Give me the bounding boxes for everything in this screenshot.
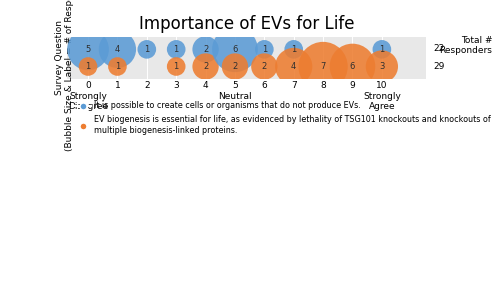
Text: 2: 2 — [232, 62, 237, 71]
Text: 1: 1 — [144, 45, 150, 54]
Text: 5: 5 — [86, 45, 90, 54]
Point — [319, 64, 327, 69]
Text: 2: 2 — [203, 45, 208, 54]
Text: 1: 1 — [86, 62, 90, 71]
Y-axis label: Survey Question
(Bubble Size & Label = # of Responders): Survey Question (Bubble Size & Label = #… — [55, 0, 74, 151]
Point — [378, 47, 386, 52]
Point — [231, 47, 239, 52]
Point — [84, 47, 92, 52]
Point — [260, 47, 268, 52]
Text: 7: 7 — [320, 62, 326, 71]
Legend: It is possible to create cells or organisms that do not produce EVs., EV biogene: It is possible to create cells or organi… — [72, 98, 494, 138]
Point — [260, 64, 268, 69]
Text: Total #
Responders: Total # Responders — [440, 36, 492, 56]
Point — [114, 47, 122, 52]
Point — [143, 47, 151, 52]
Text: 1: 1 — [291, 45, 296, 54]
Text: 1: 1 — [262, 45, 267, 54]
Text: 29: 29 — [433, 62, 444, 71]
Text: 2: 2 — [203, 62, 208, 71]
Text: 1: 1 — [174, 45, 179, 54]
Point — [378, 64, 386, 69]
Text: 3: 3 — [379, 62, 384, 71]
Text: 6: 6 — [232, 45, 237, 54]
Text: 1: 1 — [115, 62, 120, 71]
Point — [172, 47, 180, 52]
Point — [84, 64, 92, 69]
Point — [290, 47, 298, 52]
Point — [202, 47, 209, 52]
Point — [172, 64, 180, 69]
Point — [290, 64, 298, 69]
Text: 22: 22 — [433, 44, 444, 53]
Text: 1: 1 — [379, 45, 384, 54]
Point — [231, 64, 239, 69]
Text: 2: 2 — [262, 62, 267, 71]
Text: 4: 4 — [291, 62, 296, 71]
Point — [348, 64, 356, 69]
Text: 6: 6 — [350, 62, 355, 71]
Point — [202, 64, 209, 69]
Point — [114, 64, 122, 69]
Title: Importance of EVs for Life: Importance of EVs for Life — [139, 15, 354, 33]
Text: 4: 4 — [115, 45, 120, 54]
Text: 1: 1 — [174, 62, 179, 71]
